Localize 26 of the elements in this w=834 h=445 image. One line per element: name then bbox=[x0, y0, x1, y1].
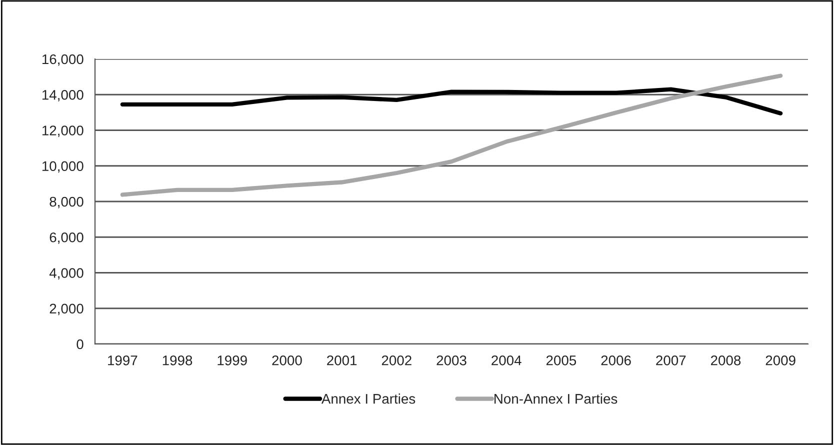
x-tick-label: 2004 bbox=[492, 355, 522, 366]
y-tick-label: 4,000 bbox=[49, 268, 84, 280]
x-tick-label: 2003 bbox=[436, 355, 466, 366]
y-tick-label: 2,000 bbox=[50, 304, 84, 316]
x-tick-label: 2008 bbox=[710, 355, 741, 366]
y-tick-label: 6,000 bbox=[50, 232, 84, 244]
y-tick-label: 16,000 bbox=[42, 54, 84, 66]
x-tick-label: 2006 bbox=[601, 355, 631, 366]
x-tick-label: 2009 bbox=[766, 355, 796, 366]
x-tick-label: 2000 bbox=[272, 355, 302, 366]
x-tick-label: 2005 bbox=[546, 355, 576, 366]
y-tick-label: 10,000 bbox=[42, 161, 84, 173]
legend-label: Non-Annex I Parties bbox=[494, 394, 618, 404]
y-tick-label: 0 bbox=[76, 339, 84, 350]
y-tick-label: 14,000 bbox=[42, 90, 84, 102]
x-tick-label: 1999 bbox=[218, 355, 247, 366]
line-series bbox=[120, 74, 783, 197]
x-tick-label: 1997 bbox=[108, 355, 138, 366]
x-tick-label: 2007 bbox=[656, 355, 686, 366]
y-tick-label: 8,000 bbox=[50, 196, 84, 208]
legend-label: Annex I Parties bbox=[321, 394, 416, 404]
x-tick-label: 2002 bbox=[382, 355, 412, 366]
line-series bbox=[120, 87, 783, 116]
y-tick-label: 12,000 bbox=[42, 126, 84, 138]
x-tick-label: 1998 bbox=[162, 355, 192, 366]
x-tick-label: 2001 bbox=[327, 355, 357, 366]
